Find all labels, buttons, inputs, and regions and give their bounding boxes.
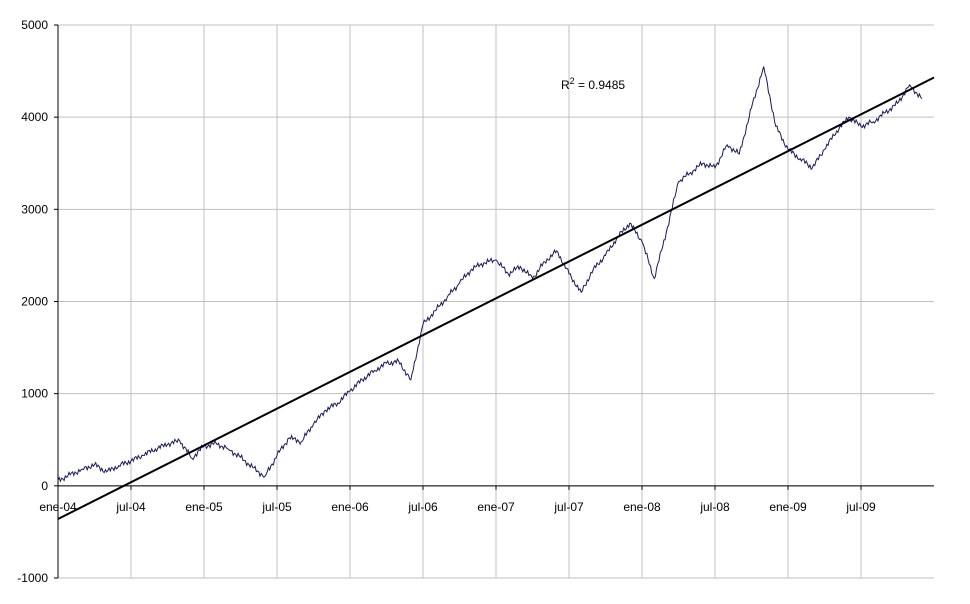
y-tick-labels: -1000 0 1000 2000 3000 4000 5000 [17,18,48,585]
x-tick-label: ene-08 [623,500,661,514]
y-tick-label: 2000 [21,295,48,309]
axes [54,24,934,579]
x-tick-label: jul-05 [261,500,292,514]
x-tick-label: jul-09 [845,500,876,514]
y-tick-label: -1000 [17,571,48,585]
x-tick-label: ene-04 [39,500,77,514]
x-tick-label: ene-09 [769,500,807,514]
plot-area [57,66,935,520]
x-tick-label: jul-04 [115,500,146,514]
r-squared-annotation: R2 = 0.9485 [561,76,625,92]
x-tick-label: ene-05 [185,500,223,514]
y-tick-label: 0 [41,479,48,493]
x-tick-label: jul-08 [699,500,730,514]
r-squared-superscript: 2 [570,76,575,86]
r-squared-label: R [561,78,570,92]
x-tick-label: ene-06 [331,500,369,514]
y-tick-label: 1000 [21,387,48,401]
x-tick-label: jul-07 [553,500,584,514]
y-tick-label: 4000 [21,110,48,124]
trend-line [57,76,935,520]
x-tick-labels: ene-04 jul-04 ene-05 jul-05 ene-06 jul-06 ene-… [39,500,876,514]
r-squared-value: = 0.9485 [575,78,626,92]
y-tick-label: 5000 [21,18,48,32]
x-tick-label: ene-07 [477,500,515,514]
x-tick-label: jul-06 [407,500,438,514]
y-tick-label: 3000 [21,202,48,216]
